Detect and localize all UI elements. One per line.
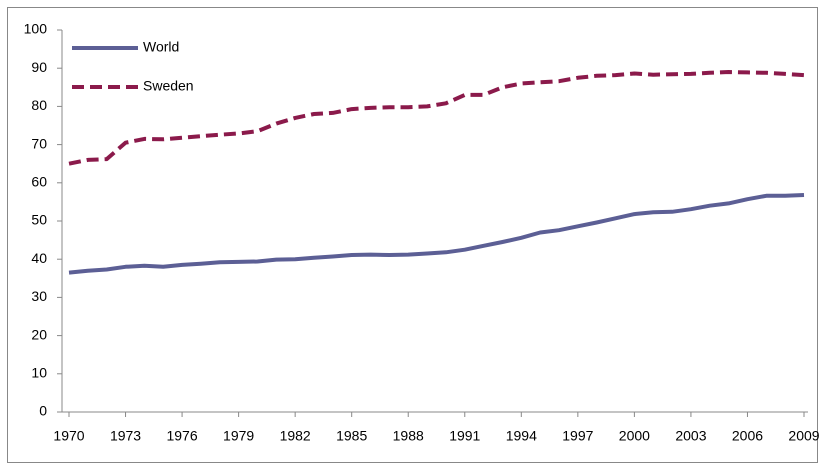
x-tick-label: 1976 <box>166 428 197 444</box>
y-tick-label: 70 <box>31 135 47 151</box>
x-tick-label: 1970 <box>53 428 84 444</box>
y-tick-label: 40 <box>31 250 47 266</box>
y-tick-label: 0 <box>39 403 47 419</box>
series-line <box>68 193 805 275</box>
y-tick-label: 90 <box>31 59 47 75</box>
legend-label: World <box>143 39 179 55</box>
y-tick-label: 80 <box>31 97 47 113</box>
legend-label: Sweden <box>143 78 194 94</box>
y-tick-label: 30 <box>31 288 47 304</box>
y-tick-label: 60 <box>31 174 47 190</box>
y-tick-label: 50 <box>31 212 47 228</box>
y-tick-label: 20 <box>31 326 47 342</box>
y-tick-label: 10 <box>31 365 47 381</box>
series-line <box>68 70 805 166</box>
x-tick-label: 2003 <box>675 428 706 444</box>
x-tick-label: 1991 <box>449 428 480 444</box>
x-tick-label: 2006 <box>732 428 763 444</box>
x-tick-label: 1982 <box>280 428 311 444</box>
x-tick-label: 1997 <box>562 428 593 444</box>
chart-border <box>7 7 818 463</box>
x-tick-label: 1985 <box>336 428 367 444</box>
x-tick-label: 1973 <box>110 428 141 444</box>
y-tick-label: 100 <box>24 21 48 37</box>
x-tick-label: 1994 <box>506 428 537 444</box>
x-tick-label: 2009 <box>788 428 819 444</box>
x-tick-label: 2000 <box>619 428 650 444</box>
x-tick-label: 1979 <box>223 428 254 444</box>
x-tick-label: 1988 <box>393 428 424 444</box>
